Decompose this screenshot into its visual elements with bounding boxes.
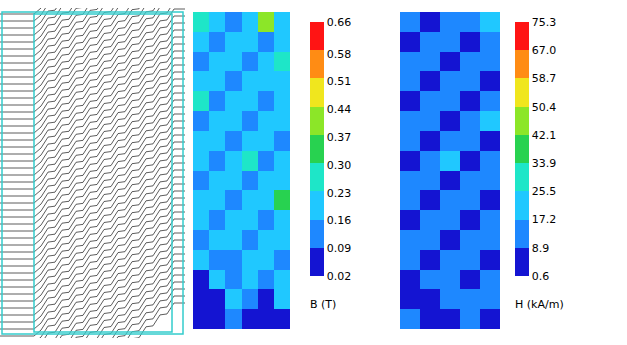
svg-text:0.02: 0.02 [327, 270, 352, 283]
svg-text:0.44: 0.44 [327, 103, 352, 116]
svg-text:33.9: 33.9 [532, 157, 557, 170]
svg-text:B (T): B (T) [310, 298, 336, 311]
svg-text:25.5: 25.5 [532, 185, 557, 198]
svg-text:17.2: 17.2 [532, 213, 557, 226]
svg-text:0.23: 0.23 [327, 187, 352, 200]
svg-text:75.3: 75.3 [532, 16, 557, 29]
svg-text:0.51: 0.51 [327, 75, 352, 88]
svg-text:0.58: 0.58 [327, 48, 352, 61]
svg-text:58.7: 58.7 [532, 72, 557, 85]
svg-text:42.1: 42.1 [532, 129, 557, 142]
svg-text:0.66: 0.66 [327, 16, 352, 29]
svg-text:0.09: 0.09 [327, 242, 352, 255]
svg-text:8.9: 8.9 [532, 242, 550, 255]
svg-text:0.6: 0.6 [532, 270, 550, 283]
svg-text:0.30: 0.30 [327, 159, 352, 172]
svg-text:67.0: 67.0 [532, 44, 557, 57]
svg-text:50.4: 50.4 [532, 101, 557, 114]
svg-text:0.37: 0.37 [327, 131, 352, 144]
svg-text:H (kA/m): H (kA/m) [515, 298, 564, 311]
svg-text:0.16: 0.16 [327, 214, 352, 227]
